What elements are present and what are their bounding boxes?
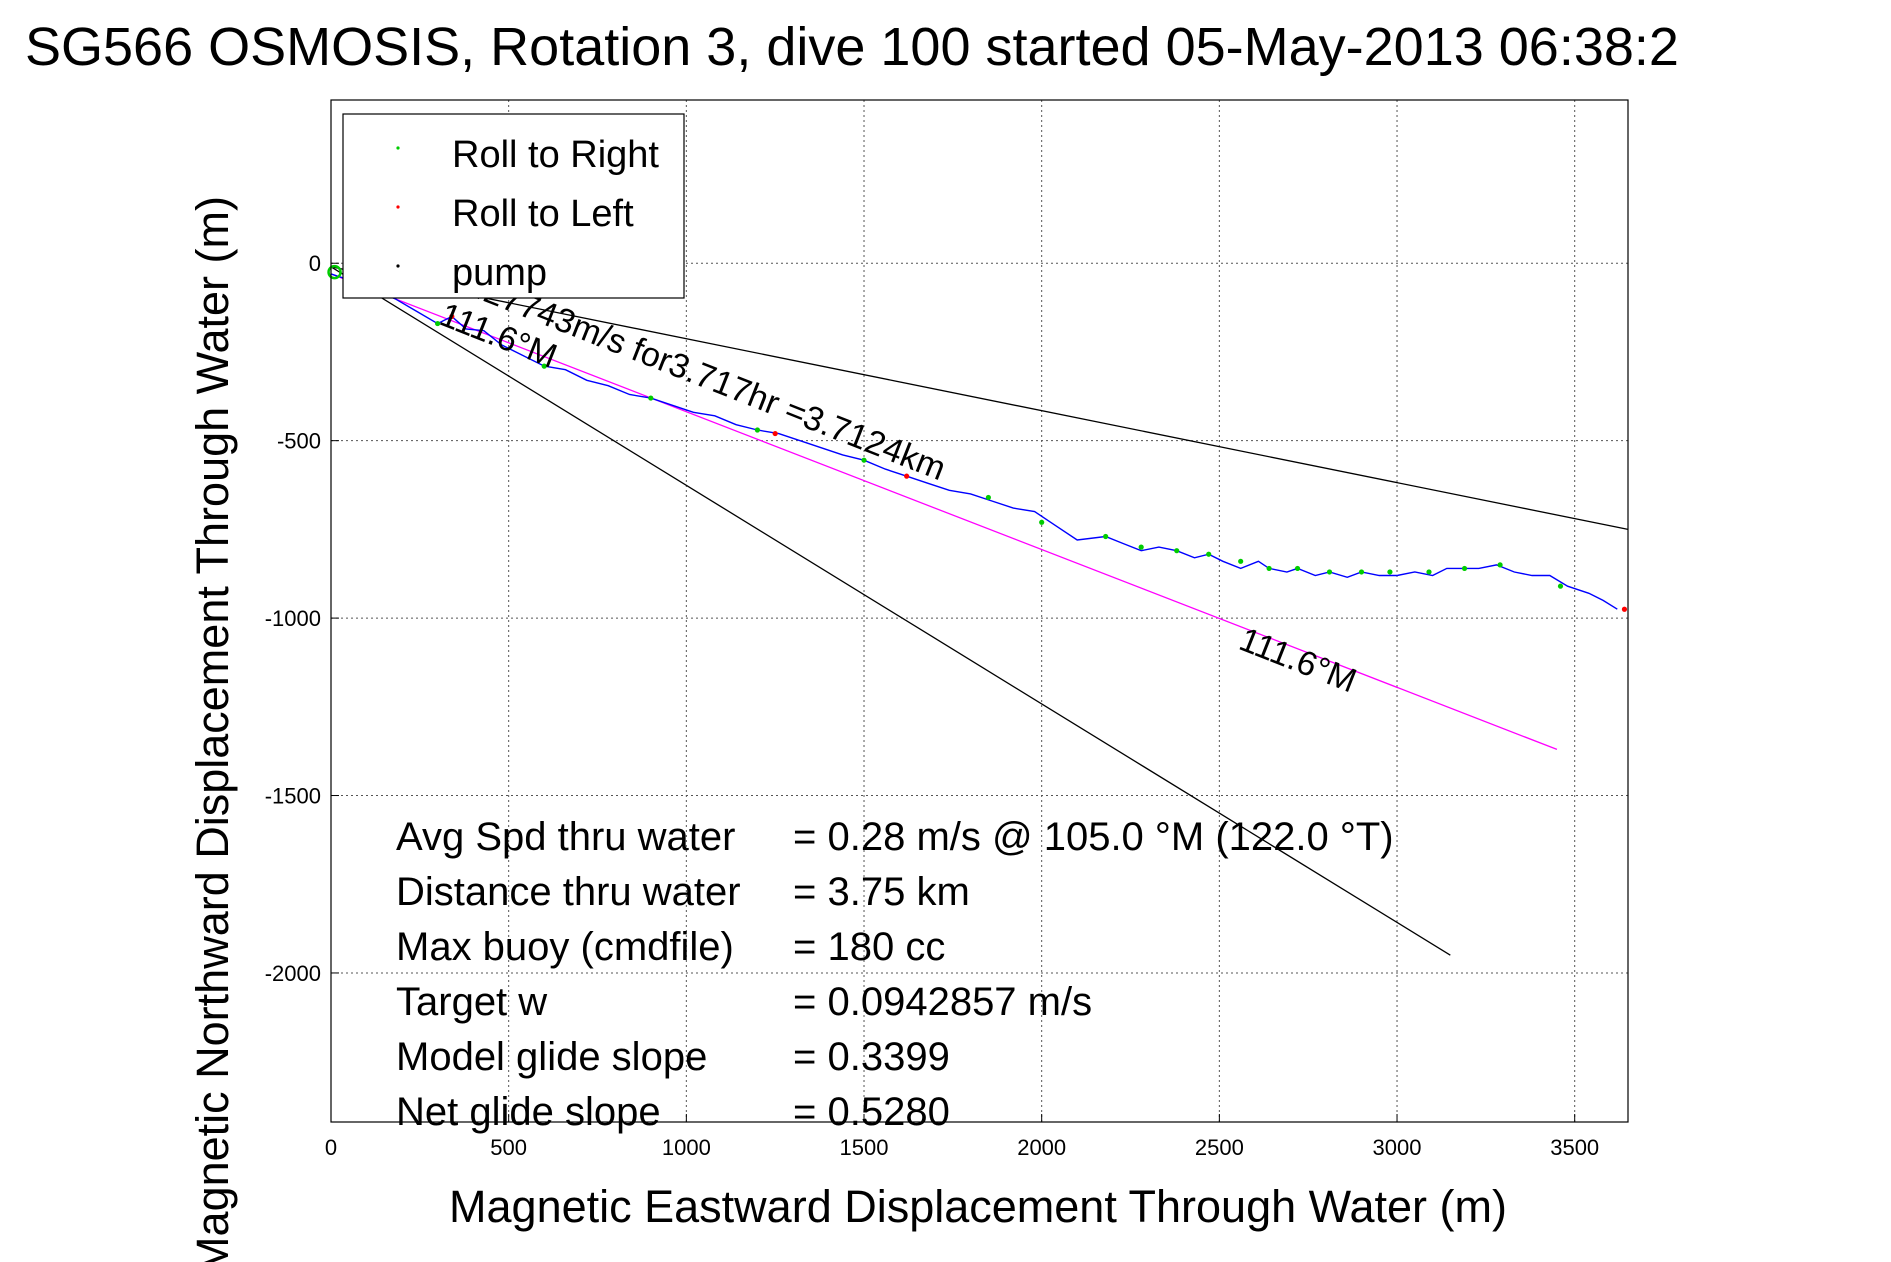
legend: Roll to Right Roll to Left pump	[342, 113, 685, 299]
x-tick-label: 3500	[1550, 1135, 1599, 1160]
tick-labels-layer: 0 500 1000 1500 2000 2500 3000 3500 0 -500 -1000 -1…	[265, 251, 1599, 1160]
roll-right-point	[1497, 562, 1503, 568]
roll-right-point	[754, 427, 761, 433]
legend-marker	[396, 146, 400, 150]
glider-track-line	[330, 273, 1618, 610]
legend-label: Roll to Right	[452, 134, 659, 176]
stat-label: Max buoy (cmdfile)	[396, 925, 734, 969]
roll-left-point	[904, 473, 910, 479]
stat-label: Model glide slope	[396, 1035, 707, 1079]
legend-marker	[396, 205, 400, 209]
heading-line	[330, 273, 1558, 751]
roll-right-point	[648, 395, 654, 401]
stat-value: = 0.5280	[793, 1090, 950, 1134]
stat-value: = 0.28 m/s @ 105.0 °M (122.0 °T)	[793, 815, 1394, 859]
roll-points-layer	[327, 264, 1628, 612]
roll-right-point	[1174, 548, 1180, 554]
y-axis-label: Magnetic Northward Displacement Through …	[187, 196, 238, 1262]
roll-right-point	[861, 457, 867, 463]
stats-panel: Avg Spd thru water = 0.28 m/s @ 105.0 °M …	[396, 815, 1394, 1134]
x-tick-label: 500	[490, 1135, 527, 1160]
y-tick-label: -1500	[265, 784, 321, 809]
legend-marker	[396, 264, 400, 268]
roll-right-point	[1039, 519, 1045, 525]
roll-left-point	[772, 430, 778, 437]
roll-right-point	[1294, 565, 1301, 572]
start-marker	[327, 264, 342, 280]
chart-title: SG566 OSMOSIS, Rotation 3, dive 100 star…	[25, 17, 1679, 77]
roll-right-point	[1557, 583, 1564, 589]
legend-label: pump	[452, 252, 547, 294]
legend-label: Roll to Left	[452, 193, 634, 235]
roll-right-point	[541, 363, 547, 369]
x-tick-label: 2500	[1195, 1135, 1244, 1160]
stat-value: = 180 cc	[793, 925, 945, 969]
roll-right-point	[1266, 565, 1272, 572]
stat-value: = 0.0942857 m/s	[793, 980, 1092, 1024]
roll-right-point	[1387, 569, 1393, 575]
heading-line	[330, 266, 1629, 531]
roll-right-point	[1238, 558, 1244, 564]
x-tick-label: 1000	[662, 1135, 711, 1160]
roll-left-point	[449, 313, 455, 320]
stat-label: Net glide slope	[396, 1090, 661, 1134]
stat-label: Distance thru water	[396, 870, 741, 914]
roll-right-point	[1138, 544, 1144, 550]
y-tick-label: -500	[277, 429, 321, 454]
y-tick-label: 0	[309, 251, 321, 276]
legend-box	[342, 113, 685, 299]
x-tick-label: 3000	[1373, 1135, 1422, 1160]
stat-label: Avg Spd thru water	[396, 815, 735, 859]
roll-right-point	[985, 494, 991, 501]
y-tick-label: -2000	[265, 961, 321, 986]
reference-lines-layer	[330, 266, 1629, 956]
roll-right-point	[1358, 569, 1365, 575]
x-tick-label: 2000	[1017, 1135, 1066, 1160]
roll-right-point	[1103, 533, 1109, 540]
stat-value: = 3.75 km	[793, 870, 970, 914]
roll-right-point	[1326, 569, 1333, 575]
x-tick-label: 0	[325, 1135, 337, 1160]
roll-left-point	[1621, 606, 1628, 612]
y-tick-label: -1000	[265, 606, 321, 631]
x-tick-label: 1500	[840, 1135, 889, 1160]
roll-right-point	[1206, 551, 1212, 557]
stat-label: Target w	[396, 980, 547, 1024]
x-axis-label: Magnetic Eastward Displacement Through W…	[449, 1181, 1507, 1232]
glider-track-layer	[330, 273, 1618, 610]
stat-value: = 0.3399	[793, 1035, 950, 1079]
roll-right-point	[1461, 565, 1468, 572]
heading-line	[330, 266, 1451, 956]
plot-frame	[330, 99, 1629, 1123]
roll-right-point	[435, 320, 441, 327]
roll-right-point	[1426, 569, 1432, 575]
